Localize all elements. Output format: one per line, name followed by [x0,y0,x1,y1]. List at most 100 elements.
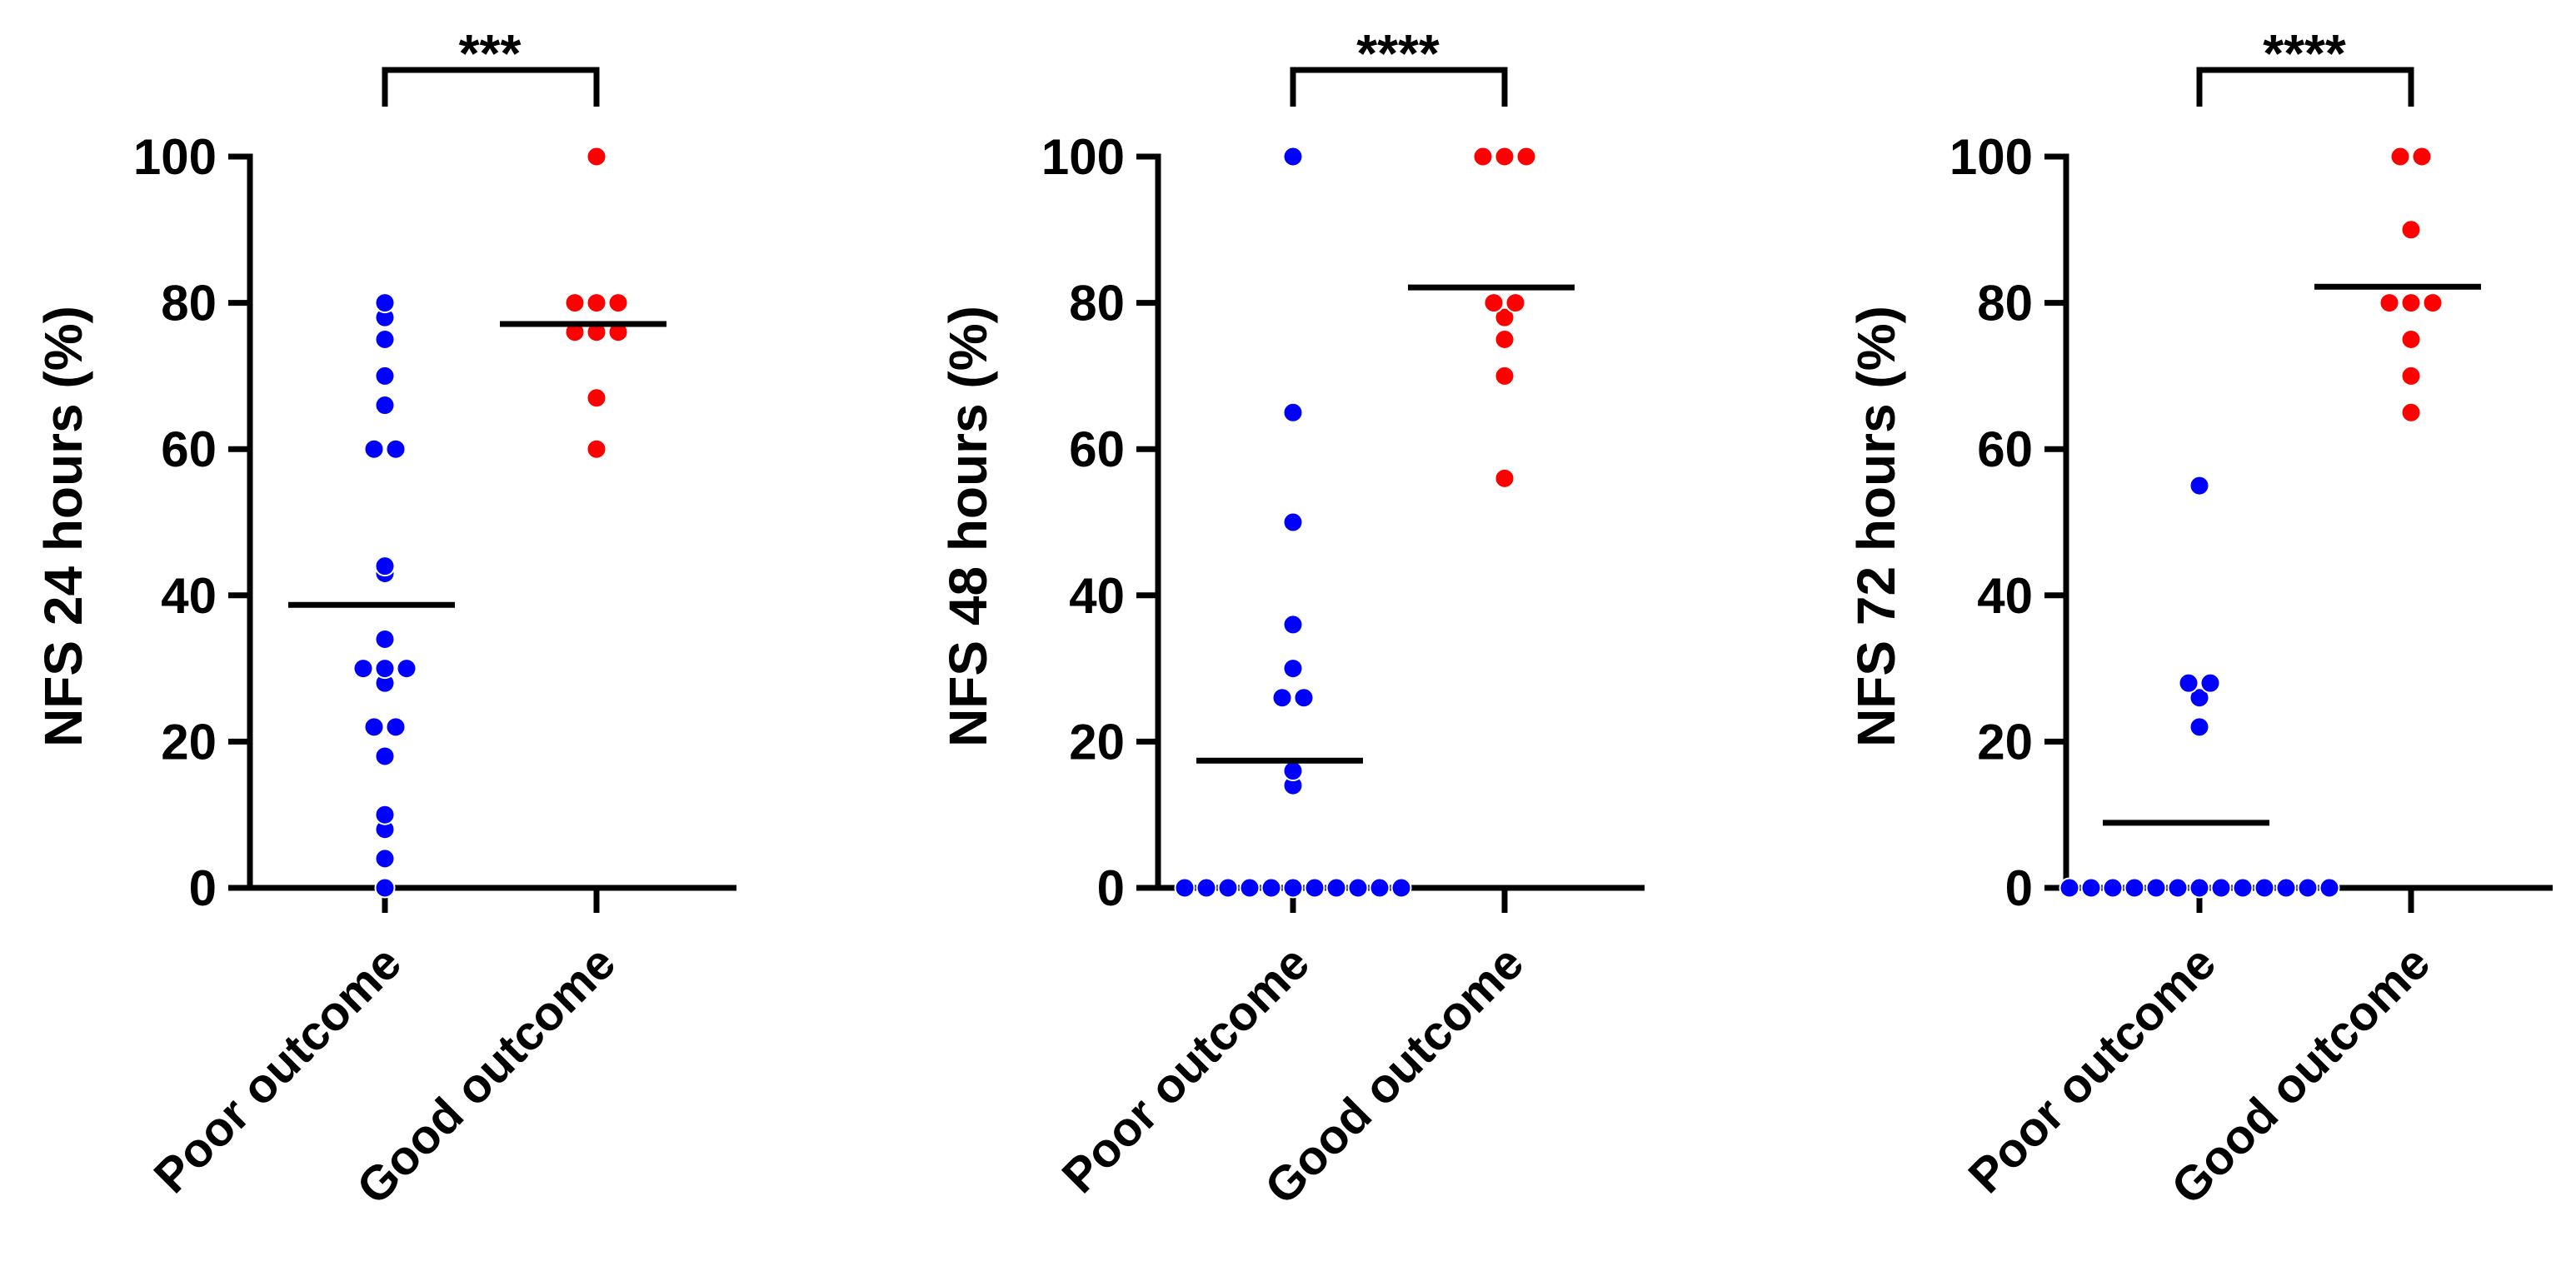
significance-label: **** [2263,23,2346,83]
data-point [2232,877,2254,899]
data-point [2178,672,2199,694]
data-point [1347,877,1369,899]
data-point [1369,877,1390,899]
data-point [363,438,385,460]
data-point [2411,146,2433,167]
data-point [1282,401,1304,423]
data-point [2400,365,2422,386]
data-point [2297,877,2319,899]
data-point [1282,511,1304,533]
data-point [374,365,396,386]
data-point [1472,146,1494,167]
data-point [2400,292,2422,314]
data-point [2189,877,2210,899]
data-point [1282,614,1304,635]
data-point [1282,760,1304,782]
data-point [2400,329,2422,350]
data-point [586,438,607,460]
data-point [2389,146,2411,167]
y-axis-label: NFS 48 hours (%) [938,306,998,747]
data-point [607,292,629,314]
significance-bracket [382,67,600,107]
data-point [1483,292,1505,314]
data-point [363,716,385,738]
significance-label: *** [459,23,522,83]
data-point [2210,877,2232,899]
data-point [2189,687,2210,709]
data-point [1494,307,1515,328]
data-point [2400,401,2422,423]
y-tick-label: 0 [1097,860,1125,916]
data-point [385,716,407,738]
data-point [1505,292,1526,314]
panel-nfs-72h: NFS 72 hours (%) Poor outcome Good outco… [1846,23,2553,1215]
data-point [374,556,396,577]
y-tick-label: 60 [161,421,217,477]
data-point [1293,687,1315,709]
y-tick-label: 80 [1069,276,1125,331]
data-point [2102,877,2124,899]
data-point [1239,877,1261,899]
data-point [2145,877,2167,899]
data-point [374,628,396,650]
data-point [1217,877,1239,899]
data-point [1515,146,1537,167]
data-point [374,745,396,767]
data-point [352,658,374,680]
y-tick-label: 20 [1977,714,2033,770]
panel-nfs-24h: NFS 24 hours (%) Poor outcome Good outco… [33,23,736,1215]
data-point [564,292,586,314]
y-tick-label: 60 [1977,421,2033,477]
data-point [1261,877,1282,899]
data-point [1282,146,1304,167]
data-point [586,292,607,314]
data-point [1271,687,1293,709]
data-point [374,292,396,314]
data-point [2189,716,2210,738]
y-axis-label: NFS 24 hours (%) [33,306,93,747]
data-point [374,329,396,350]
y-tick-label: 40 [1069,568,1125,624]
significance-bracket [2196,67,2414,107]
data-point [396,658,417,680]
data-point [1390,877,1412,899]
data-point [1494,365,1515,386]
data-point [385,438,407,460]
data-point [2059,877,2080,899]
y-tick-label: 0 [2005,860,2033,916]
data-point [2189,475,2210,496]
y-tick-label: 60 [1069,421,1125,477]
data-point [1494,146,1515,167]
data-point [374,395,396,416]
data-point [586,146,607,167]
y-tick-label: 40 [1977,568,2033,624]
data-point [2254,877,2275,899]
data-point [1494,329,1515,350]
y-tick-label: 100 [1041,129,1125,185]
data-point [1304,877,1325,899]
y-tick-label: 20 [161,714,217,770]
data-point [2199,672,2221,694]
y-tick-label: 80 [161,276,217,331]
y-tick-label: 0 [189,860,217,916]
data-point [1325,877,1347,899]
data-point [2319,877,2340,899]
panel-nfs-48h: NFS 48 hours (%) Poor outcome Good outco… [938,23,1645,1215]
data-point [2400,219,2422,241]
y-tick-label: 80 [1977,276,2033,331]
data-point [1196,877,1217,899]
data-point [374,658,396,680]
y-tick-label: 100 [1949,129,2033,185]
data-point [2379,292,2400,314]
y-axis-label: NFS 72 hours (%) [1846,306,1906,747]
data-point [2422,292,2444,314]
data-point [1494,467,1515,489]
data-point [586,387,607,409]
data-point [2167,877,2189,899]
data-point [374,848,396,870]
y-tick-label: 20 [1069,714,1125,770]
y-tick-label: 100 [133,129,217,185]
significance-label: **** [1356,23,1440,83]
data-point [374,804,396,825]
